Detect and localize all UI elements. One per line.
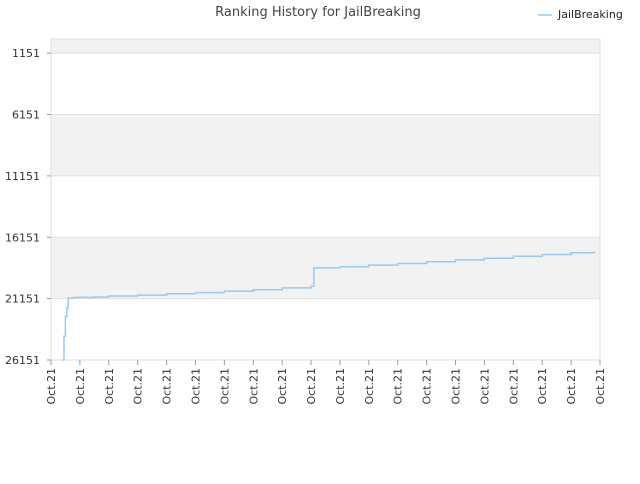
legend: JailBreaking [538,8,623,21]
y-tick-label: 11151 [5,170,40,183]
x-tick-label: Oct.21 [363,368,376,405]
grid-band [51,114,600,176]
x-tick-label: Oct.21 [132,368,145,405]
x-tick-label: Oct.21 [247,368,260,405]
y-tick-label: 16151 [5,231,40,244]
x-tick-label: Oct.21 [392,368,405,405]
y-tick-label: 1151 [12,47,40,60]
background-bands [51,39,600,299]
x-tick-label: Oct.21 [45,368,58,405]
x-tick-label: Oct.21 [594,368,607,405]
x-tick-label: Oct.21 [103,368,116,405]
plot-frame [50,38,601,361]
x-tick-label: Oct.21 [189,368,202,405]
grid-band [51,39,600,54]
y-tick-label: 21151 [5,293,40,306]
x-axis-ticks: Oct.21 Oct.21 Oct.21 Oct.21 Oct.21 Oct.21 Oct.… [45,360,607,405]
x-tick-label: Oct.21 [565,368,578,405]
y-tick-label: 6151 [12,109,40,122]
x-tick-label: Oct.21 [74,368,87,405]
x-tick-label: Oct.21 [536,368,549,405]
x-tick-label: Oct.21 [276,368,289,405]
y-grid [51,52,600,361]
chart-title: Ranking History for JailBreaking [215,5,421,20]
x-tick-label: Oct.21 [478,368,491,405]
x-tick-label: Oct.21 [421,368,434,405]
y-tick-label: 26151 [5,354,40,367]
series-line [62,251,595,361]
x-tick-label: Oct.21 [305,368,318,405]
x-tick-label: Oct.21 [507,368,520,405]
x-tick-label: Oct.21 [450,368,463,405]
x-tick-label: Oct.21 [218,368,231,405]
x-tick-label: Oct.21 [161,368,174,405]
y-axis-ticks: 1151 6151 11151 16151 21151 26151 [5,47,51,367]
series-lines [62,251,595,361]
legend-label: JailBreaking [557,8,623,21]
x-tick-label: Oct.21 [334,368,347,405]
